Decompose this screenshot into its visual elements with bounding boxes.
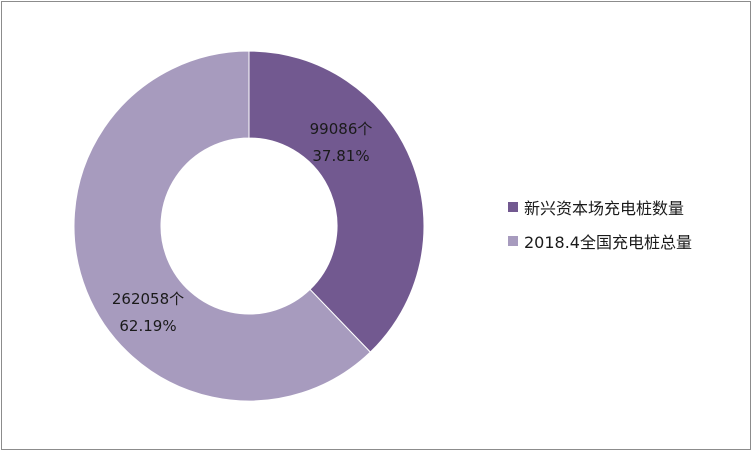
data-labels: 99086个 37.81% 262058个 62.19% (112, 120, 372, 335)
legend-label-slice-2: 2018.4全国充电桩总量 (524, 233, 692, 252)
slice-1-value-label: 99086个 (310, 120, 373, 138)
donut-slices (73, 50, 425, 402)
legend-swatch-slice-2 (508, 236, 518, 246)
legend-item-slice-1: 新兴资本场充电桩数量 (508, 190, 692, 224)
legend-label-slice-1: 新兴资本场充电桩数量 (524, 199, 685, 218)
legend-swatch-slice-1 (508, 202, 518, 212)
donut-slice-1 (248, 50, 425, 353)
donut-slice-2 (73, 50, 372, 402)
slice-2-value-label: 262058个 (112, 290, 184, 308)
slice-2-percent-label: 62.19% (119, 317, 176, 335)
slice-1-percent-label: 37.81% (312, 147, 369, 165)
chart-legend: 新兴资本场充电桩数量 2018.4全国充电桩总量 (508, 190, 692, 258)
legend-item-slice-2: 2018.4全国充电桩总量 (508, 224, 692, 258)
